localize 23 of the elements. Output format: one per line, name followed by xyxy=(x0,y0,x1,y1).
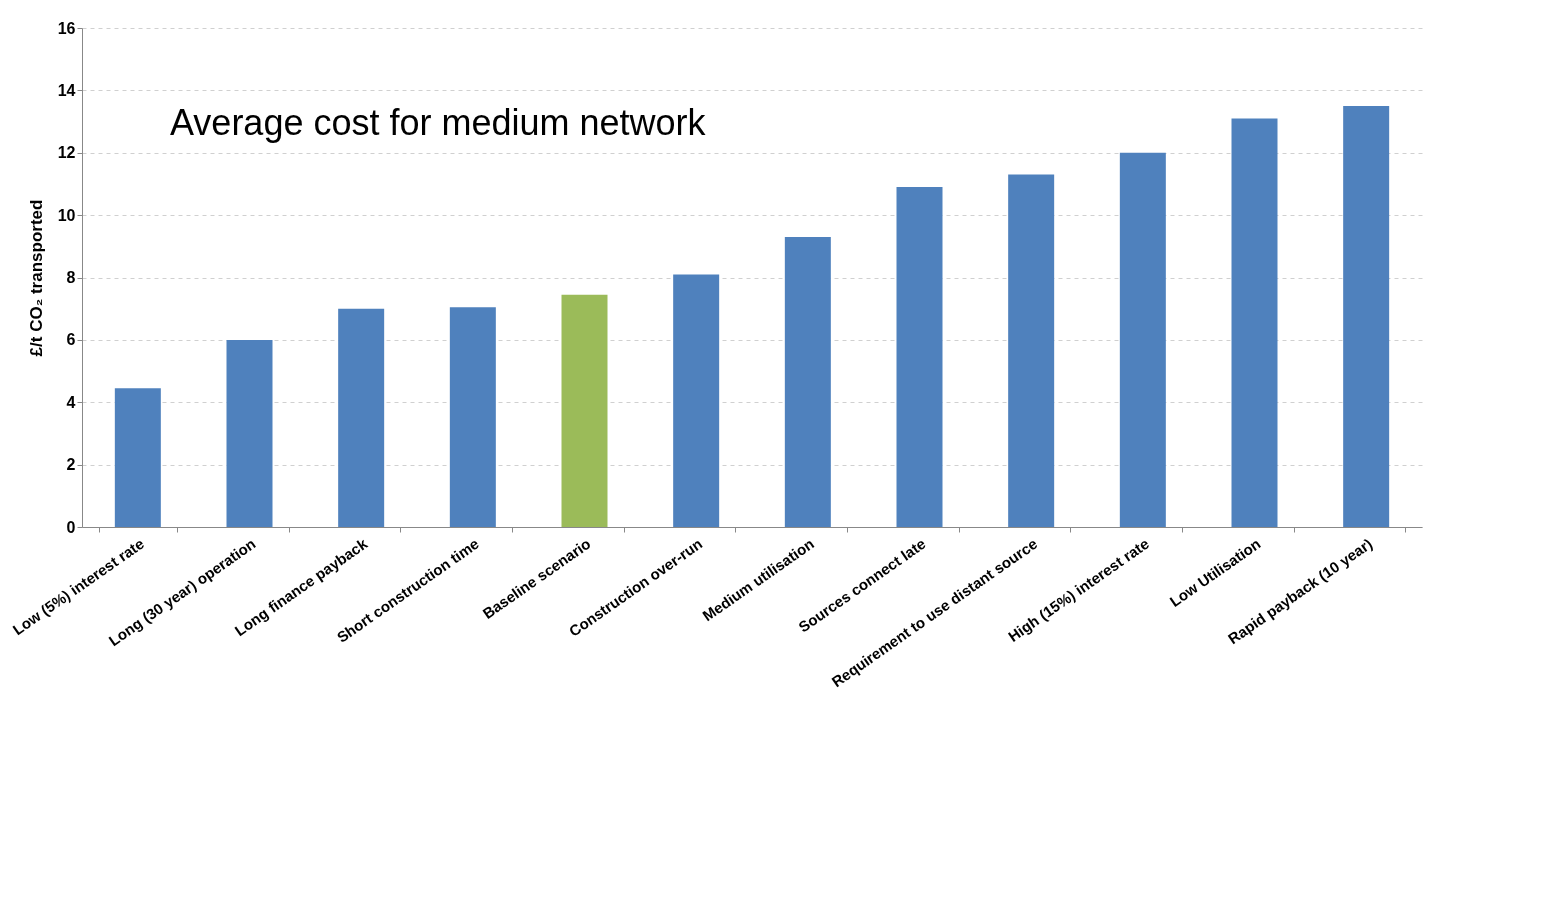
y-tick-label: 10 xyxy=(57,206,76,224)
bar xyxy=(226,339,273,527)
bar xyxy=(1343,105,1390,527)
y-axis-title: £/t CO₂ transported xyxy=(26,199,46,357)
y-tick-label: 12 xyxy=(57,144,76,162)
y-tick-label: 2 xyxy=(66,456,76,474)
bar xyxy=(784,236,831,527)
y-tick-label: 8 xyxy=(66,269,76,286)
annotation: Average cost for medium network xyxy=(170,102,707,143)
y-tick-label: 4 xyxy=(66,393,76,411)
bar xyxy=(896,187,943,527)
bar xyxy=(1119,152,1166,527)
bar xyxy=(114,388,161,527)
y-tick-label: 0 xyxy=(66,518,76,536)
bar xyxy=(338,308,385,527)
bar xyxy=(1008,174,1055,527)
bar xyxy=(561,294,608,527)
bar xyxy=(1231,118,1278,527)
y-tick-label: 14 xyxy=(57,81,76,99)
y-tick-label: 6 xyxy=(66,331,76,349)
bar xyxy=(673,274,720,527)
bar xyxy=(449,307,496,527)
y-tick-label: 16 xyxy=(57,19,76,37)
